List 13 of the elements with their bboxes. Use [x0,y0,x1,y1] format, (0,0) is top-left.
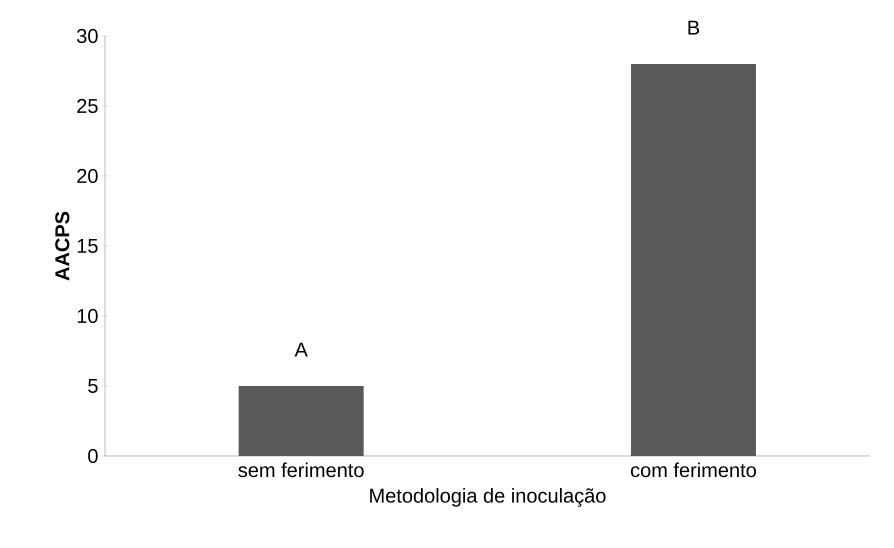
y-tick-label: 30 [77,28,98,44]
y-tick-label: 20 [77,168,98,184]
y-axis-title: AACPS [55,212,70,280]
y-tick-label: 15 [78,239,98,253]
y-tick-label: 0 [88,448,98,464]
text: B [688,20,700,34]
y-tick-label: 25 [77,98,98,114]
y-tick-label: 10 [78,308,98,324]
x-axis-title: Metodologia de inoculação [370,488,606,507]
x-tick-label: com ferimento [630,462,756,478]
x-tick-label: sem ferimento [238,462,364,478]
y-tick-label: 5 [88,379,98,393]
annotation: A [294,342,308,356]
